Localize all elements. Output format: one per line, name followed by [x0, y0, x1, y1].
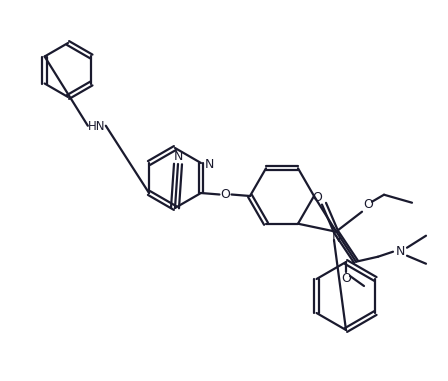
Text: N: N — [204, 158, 214, 171]
Text: N: N — [395, 245, 405, 258]
Text: HN: HN — [88, 120, 106, 133]
Text: N: N — [173, 150, 183, 163]
Text: O: O — [220, 188, 230, 201]
Text: O: O — [363, 198, 373, 211]
Text: O: O — [341, 272, 351, 285]
Text: N: N — [332, 232, 340, 245]
Text: O: O — [312, 191, 322, 204]
